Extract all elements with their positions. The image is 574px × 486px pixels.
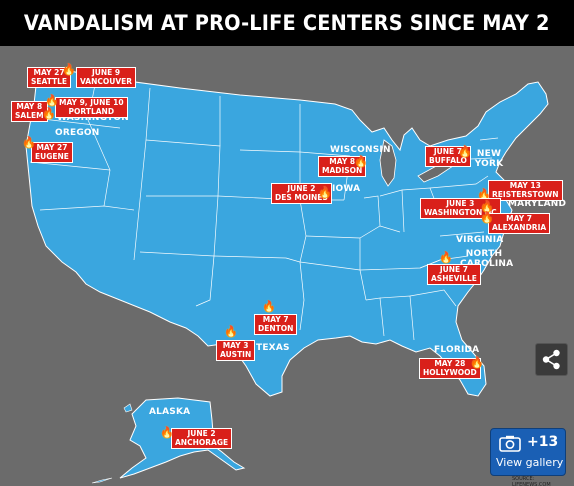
alaska-islands xyxy=(91,403,133,484)
great-lakes xyxy=(379,139,397,187)
fire-icon: 🔥 xyxy=(470,356,484,369)
incident-city: ALEXANDRIA xyxy=(492,222,547,232)
incident-city: SEATTLE xyxy=(31,76,68,86)
state-label-virginia: VIRGINIA xyxy=(456,235,504,245)
incident-date: JUNE 3 xyxy=(446,199,475,208)
gallery-count: +13 xyxy=(527,434,559,450)
incident-city: AUSTIN xyxy=(220,349,252,359)
fire-icon: 🔥 xyxy=(62,63,76,76)
incident-city: MADISON xyxy=(322,165,363,175)
incident-date: MAY 8 xyxy=(16,102,43,111)
incident-date: JUNE 7 xyxy=(439,265,468,274)
gallery-label: View gallery xyxy=(496,456,564,469)
fire-icon: 🔥 xyxy=(45,94,59,107)
incident-date: MAY 8 xyxy=(329,157,356,166)
fire-icon: 🔥 xyxy=(480,200,494,213)
page-title: VANDALISM AT PRO-LIFE CENTERS SINCE MAY … xyxy=(24,11,550,35)
fire-icon: 🔥 xyxy=(42,107,56,120)
incident-city: WASHINGTON DC xyxy=(424,207,497,217)
fire-icon: 🔥 xyxy=(318,186,332,199)
state-label-texas: TEXAS xyxy=(256,343,290,353)
incident-date: MAY 28 xyxy=(434,359,466,368)
state-label-new-york: NEW YORK xyxy=(474,149,504,169)
share-icon xyxy=(542,349,560,370)
incident-tag: MAY 13 REISTERSTOWN xyxy=(488,180,563,201)
incident-tag: JUNE 9 VANCOUVER xyxy=(76,67,137,88)
incident-city: HOLLYWOOD xyxy=(423,367,477,377)
state-label-washington: WASHINGTON xyxy=(57,113,129,123)
incident-tag: MAY 8 MADISON xyxy=(318,156,367,177)
incident-date: MAY 9, JUNE 10 xyxy=(59,98,124,107)
incident-tag: MAY 27 SEATTLE xyxy=(27,67,72,88)
fire-icon: 🔥 xyxy=(458,145,472,158)
incident-tag: JUNE 3 WASHINGTON DC xyxy=(420,198,501,219)
source-credit: SOURCE: LIFENEWS.COM xyxy=(512,476,551,486)
incident-date: JUNE 2 xyxy=(287,184,316,193)
incident-date: JUNE 7 xyxy=(433,147,462,156)
incident-city: DES MOINES xyxy=(275,192,328,202)
camera-icon xyxy=(499,435,521,452)
state-label-maryland: MARYLAND xyxy=(508,199,567,209)
incident-tag: JUNE 7 ASHEVILLE xyxy=(427,264,481,285)
incident-date: MAY 27 xyxy=(33,68,65,77)
state-label-oregon: OREGON xyxy=(55,128,100,138)
incident-city: REISTERSTOWN xyxy=(492,189,559,199)
incident-tag: MAY 7 DENTON xyxy=(254,314,298,335)
incident-city: VANCOUVER xyxy=(80,76,133,86)
incident-tag: MAY 27 EUGENE xyxy=(31,142,73,163)
texas-border xyxy=(195,255,305,331)
state-label-florida: FLORIDA xyxy=(434,345,480,355)
fire-icon: 🔥 xyxy=(439,251,453,264)
incident-tag: JUNE 7 BUFFALO xyxy=(425,146,471,167)
fire-icon: 🔥 xyxy=(224,325,238,338)
state-label-iowa: IOWA xyxy=(332,184,361,194)
incident-date: MAY 13 xyxy=(509,181,541,190)
incident-city: ASHEVILLE xyxy=(431,273,477,283)
incident-tag: MAY 9, JUNE 10 PORTLAND xyxy=(55,97,128,118)
fire-icon: 🔥 xyxy=(477,188,491,201)
incident-tag: JUNE 2 DES MOINES xyxy=(271,183,332,204)
incident-date: JUNE 9 xyxy=(91,68,121,77)
fire-icon: 🔥 xyxy=(262,300,276,313)
title-bar: VANDALISM AT PRO-LIFE CENTERS SINCE MAY … xyxy=(0,0,574,46)
incident-city: BUFFALO xyxy=(429,155,467,165)
contiguous-us-landmass xyxy=(25,69,549,397)
share-button[interactable] xyxy=(535,343,568,376)
incident-tag: MAY 28 HOLLYWOOD xyxy=(419,358,481,379)
incident-city: EUGENE xyxy=(35,151,69,161)
incident-city: PORTLAND xyxy=(68,106,115,116)
incident-date: MAY 7 xyxy=(506,214,532,223)
incident-tag: MAY 8 SALEM xyxy=(11,101,48,122)
incident-date: MAY 27 xyxy=(36,143,68,152)
fire-icon: 🔥 xyxy=(22,136,36,149)
state-label-north-carolina: NORTH CAROLINA xyxy=(460,249,514,269)
view-gallery-button[interactable]: +13 View gallery xyxy=(490,428,566,476)
fire-icon: 🔥 xyxy=(480,211,494,224)
incident-tag: JUNE 2 ANCHORAGE xyxy=(171,428,233,449)
incident-date: MAY 7 xyxy=(262,315,289,324)
state-label-wisconsin: WISCONSIN xyxy=(330,145,391,155)
incident-tag: MAY 7 ALEXANDRIA xyxy=(488,213,551,234)
incident-date: JUNE 2 xyxy=(187,429,216,438)
fire-icon: 🔥 xyxy=(354,155,368,168)
incident-city: ANCHORAGE xyxy=(175,437,229,447)
fire-icon: 🔥 xyxy=(160,426,174,439)
state-label-alaska: ALASKA xyxy=(149,407,191,417)
incident-date: MAY 3 xyxy=(222,341,249,350)
incident-tag: MAY 3 AUSTIN xyxy=(216,340,256,361)
incident-city: SALEM xyxy=(15,110,44,120)
incident-city: DENTON xyxy=(258,323,294,333)
